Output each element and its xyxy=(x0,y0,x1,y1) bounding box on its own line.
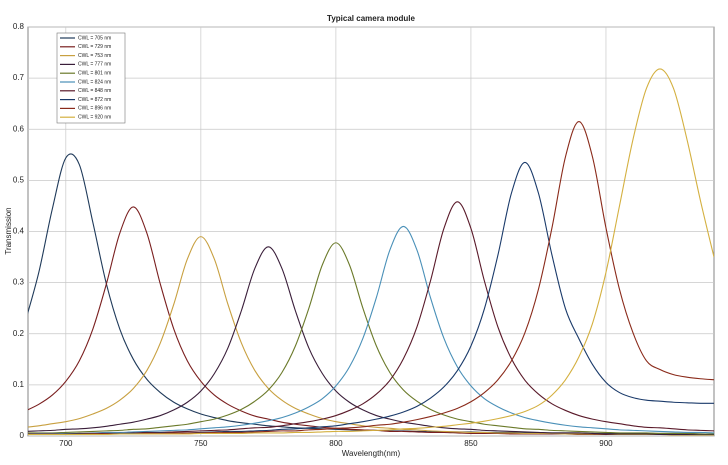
series-line xyxy=(28,201,714,435)
y-tick-label: 0.1 xyxy=(13,380,25,389)
chart-title: Typical camera module xyxy=(327,14,415,23)
legend-label: CWL = 920 nm xyxy=(78,115,111,121)
legend-label: CWL = 777 nm xyxy=(78,62,111,68)
y-tick-label: 0.5 xyxy=(13,175,25,184)
x-axis-label: Wavelength(nm) xyxy=(342,449,401,458)
x-tick-label: 700 xyxy=(59,439,73,448)
y-tick-label: 0.7 xyxy=(13,73,25,82)
x-tick-label: 750 xyxy=(194,439,208,448)
y-tick-label: 0.4 xyxy=(13,227,25,236)
legend-label: CWL = 896 nm xyxy=(78,106,111,112)
y-axis-label: Transmission xyxy=(4,207,13,254)
y-tick-label: 0.2 xyxy=(13,329,25,338)
legend-label: CWL = 872 nm xyxy=(78,97,111,103)
series-line xyxy=(28,246,714,436)
series-line xyxy=(28,68,714,436)
legend-label: CWL = 729 nm xyxy=(78,44,111,50)
y-tick-label: 0.8 xyxy=(13,22,25,31)
legend-label: CWL = 824 nm xyxy=(78,79,111,85)
series-line xyxy=(28,225,714,435)
lines xyxy=(28,68,714,436)
legend-label: CWL = 848 nm xyxy=(78,88,111,94)
series-line xyxy=(28,242,714,435)
legend-label: CWL = 705 nm xyxy=(78,35,111,41)
legend-label: CWL = 801 nm xyxy=(78,71,111,77)
x-tick-label: 850 xyxy=(464,439,478,448)
x-tick-label: 800 xyxy=(329,439,343,448)
legend: CWL = 705 nm CWL = 729 nm CWL = 753 nm CWL … xyxy=(56,32,126,124)
y-tick-label: 0.3 xyxy=(13,278,25,287)
y-tick-label: 0 xyxy=(20,431,25,440)
y-tick-label: 0.6 xyxy=(13,124,25,133)
x-tick-label: 900 xyxy=(599,439,613,448)
legend-label: CWL = 753 nm xyxy=(78,53,111,59)
